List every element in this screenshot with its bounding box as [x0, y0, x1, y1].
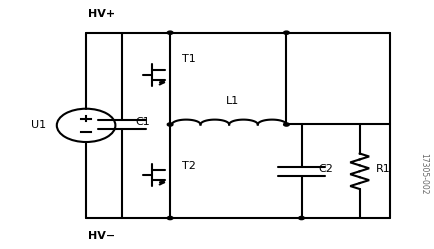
- Text: HV+: HV+: [88, 9, 115, 19]
- Text: C1: C1: [135, 117, 150, 127]
- Circle shape: [167, 216, 172, 220]
- Circle shape: [283, 31, 289, 34]
- Circle shape: [167, 31, 172, 34]
- Text: T2: T2: [182, 161, 196, 171]
- Text: L1: L1: [225, 96, 239, 106]
- Text: C2: C2: [318, 164, 333, 174]
- Text: R1: R1: [375, 164, 390, 174]
- Text: 17305-002: 17305-002: [418, 153, 427, 194]
- Circle shape: [298, 216, 304, 220]
- Text: U1: U1: [31, 120, 46, 130]
- Circle shape: [283, 123, 289, 126]
- Circle shape: [167, 123, 172, 126]
- Text: HV−: HV−: [88, 232, 115, 242]
- Text: T1: T1: [182, 54, 195, 64]
